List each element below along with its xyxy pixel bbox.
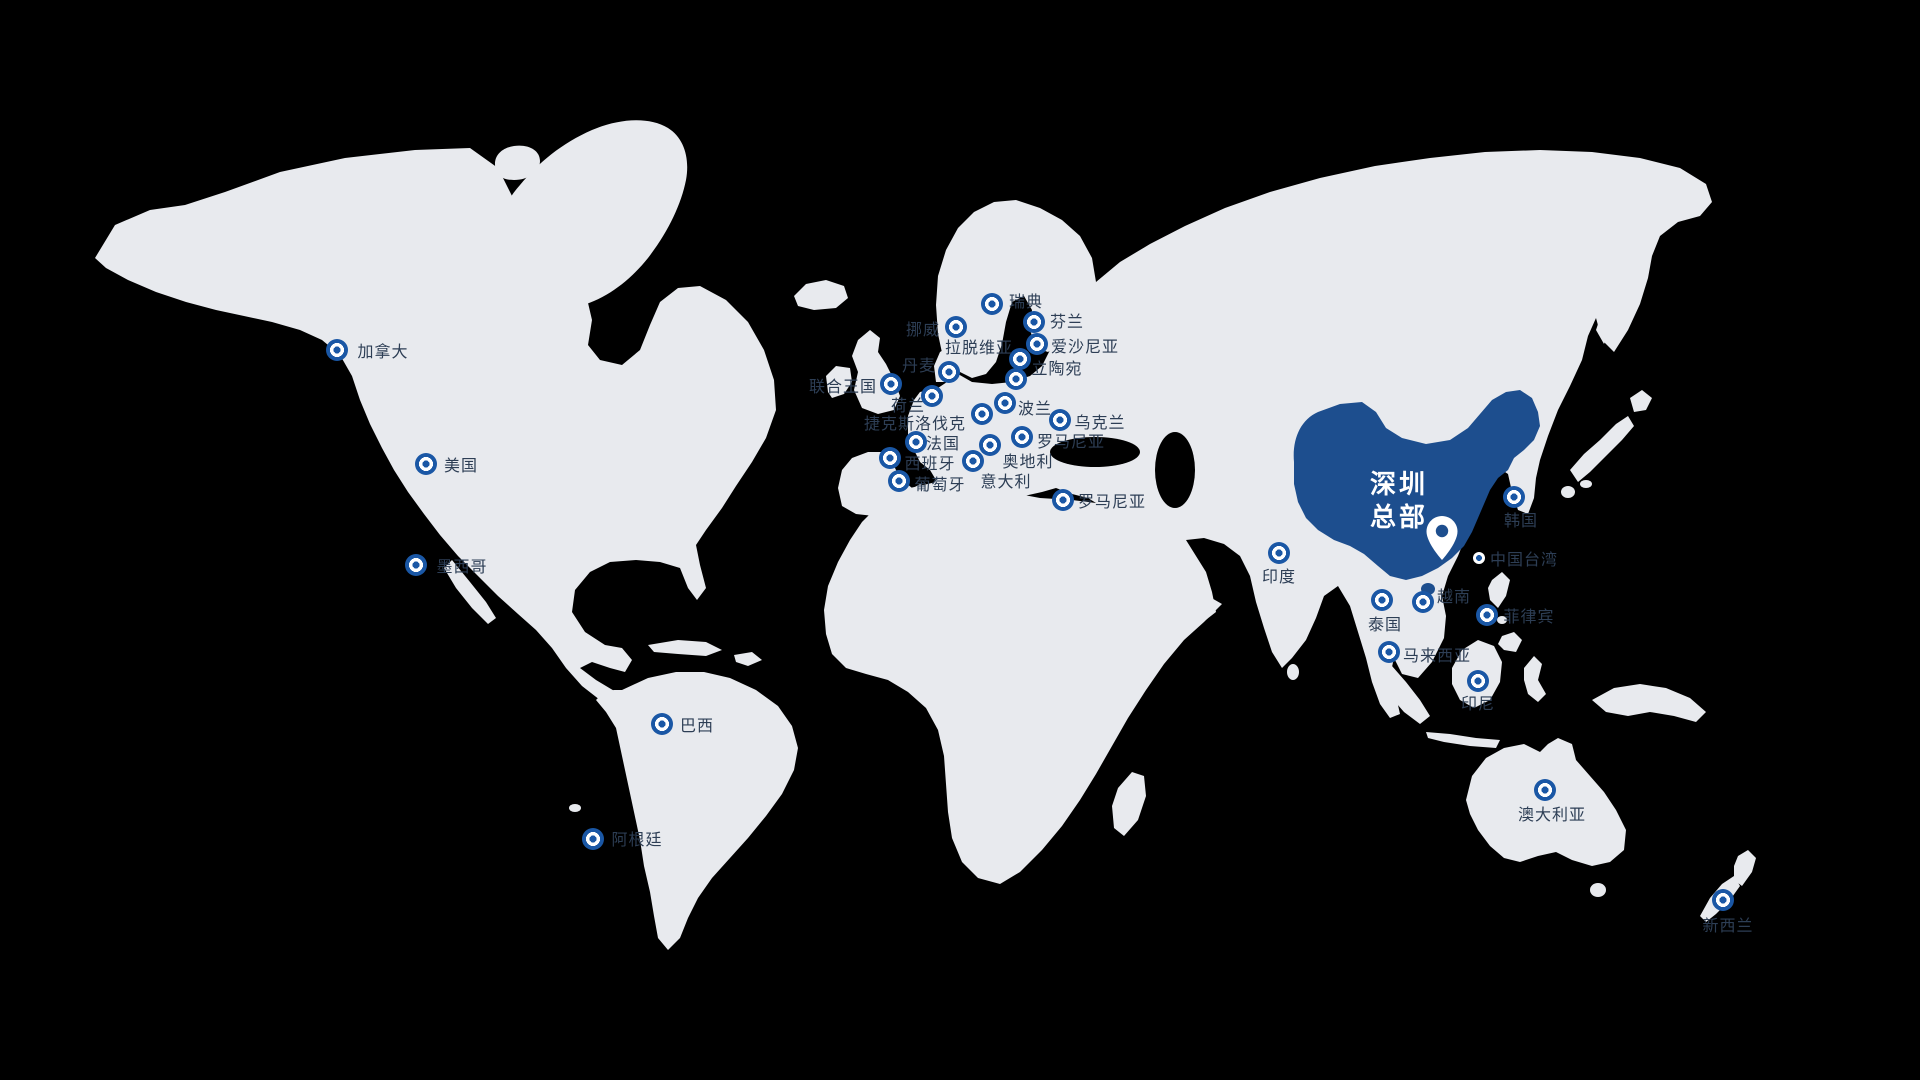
landmass-japan xyxy=(1570,390,1652,482)
landmass-south-america xyxy=(596,672,798,950)
location-marker-denmark[interactable] xyxy=(938,361,960,383)
location-marker-thailand[interactable] xyxy=(1371,589,1393,611)
location-marker-latvia[interactable] xyxy=(1009,348,1031,370)
location-marker-new-zealand[interactable] xyxy=(1712,889,1734,911)
landmass-british-isles xyxy=(826,330,900,414)
location-label-indonesia: 印尼 xyxy=(1460,696,1496,713)
location-label-denmark: 丹麦 xyxy=(901,358,937,375)
landmass-africa xyxy=(824,480,1222,884)
headquarters-label-line1: 深圳 xyxy=(1369,469,1429,499)
location-marker-portugal[interactable] xyxy=(888,470,910,492)
location-label-argentina: 阿根廷 xyxy=(611,832,663,849)
location-marker-norway[interactable] xyxy=(945,316,967,338)
location-label-new-zealand: 新西兰 xyxy=(1702,918,1754,935)
landmass-sri-lanka xyxy=(1287,664,1299,680)
landmass-kyushu xyxy=(1561,486,1575,498)
location-label-france: 法国 xyxy=(925,436,961,453)
location-marker-spain[interactable] xyxy=(879,447,901,469)
location-label-latvia: 拉脱维亚 xyxy=(944,340,1014,357)
location-label-ukraine: 乌克兰 xyxy=(1074,415,1126,432)
landmass-eurasia xyxy=(838,150,1712,718)
location-marker-australia[interactable] xyxy=(1534,779,1556,801)
location-label-brazil: 巴西 xyxy=(679,718,715,735)
location-label-austria: 奥地利 xyxy=(1002,454,1054,471)
location-label-estonia: 爱沙尼亚 xyxy=(1050,339,1120,356)
location-marker-united-kingdom[interactable] xyxy=(880,373,902,395)
location-marker-india[interactable] xyxy=(1268,542,1290,564)
landmass-philippines xyxy=(1488,572,1522,652)
location-label-philippines: 菲律宾 xyxy=(1503,609,1555,626)
location-marker-lithuania[interactable] xyxy=(1005,368,1027,390)
landmass-visayas xyxy=(1497,616,1507,624)
location-label-taiwan-china: 中国台湾 xyxy=(1489,552,1559,569)
location-label-usa: 美国 xyxy=(443,458,479,475)
location-label-canada: 加拿大 xyxy=(357,344,409,361)
location-marker-mexico[interactable] xyxy=(405,554,427,576)
location-label-poland: 波兰 xyxy=(1017,401,1053,418)
landmass-iceland xyxy=(794,280,848,310)
location-label-netherlands: 荷兰 xyxy=(890,398,926,415)
location-marker-indonesia[interactable] xyxy=(1467,670,1489,692)
location-label-czechoslovakia: 捷克斯洛伐克 xyxy=(863,416,967,433)
location-marker-malaysia[interactable] xyxy=(1378,641,1400,663)
landmass-sakhalin xyxy=(1596,286,1618,344)
location-marker-argentina[interactable] xyxy=(582,828,604,850)
location-marker-czechoslovakia[interactable] xyxy=(971,403,993,425)
location-marker-canada[interactable] xyxy=(326,339,348,361)
location-label-lithuania: 立陶宛 xyxy=(1031,361,1083,378)
location-marker-estonia[interactable] xyxy=(1026,333,1048,355)
location-marker-ukraine[interactable] xyxy=(1049,409,1071,431)
location-marker-philippines[interactable] xyxy=(1476,604,1498,626)
location-marker-france[interactable] xyxy=(905,431,927,453)
location-label-norway: 挪威 xyxy=(905,322,941,339)
location-label-spain: 西班牙 xyxy=(904,456,956,473)
landmass-australia xyxy=(1466,738,1626,866)
location-label-portugal: 葡萄牙 xyxy=(914,477,966,494)
location-marker-vietnam[interactable] xyxy=(1412,591,1434,613)
location-label-india: 印度 xyxy=(1261,569,1297,586)
landmass-falkland xyxy=(569,804,581,812)
landmass-china-highlight[interactable] xyxy=(1293,390,1540,580)
location-marker-netherlands[interactable] xyxy=(921,385,943,407)
location-label-australia: 澳大利亚 xyxy=(1517,807,1587,824)
landmass-shikoku xyxy=(1580,480,1592,488)
location-label-south-korea: 韩国 xyxy=(1503,513,1539,530)
location-marker-south-korea[interactable] xyxy=(1503,486,1525,508)
location-marker-italy[interactable] xyxy=(962,450,984,472)
location-label-sweden: 瑞典 xyxy=(1008,294,1044,311)
landmass-madagascar xyxy=(1112,772,1146,836)
location-label-finland: 芬兰 xyxy=(1049,314,1085,331)
landmass-north-america xyxy=(95,148,776,722)
headquarters-label-line2: 总部 xyxy=(1369,502,1429,532)
black-sea xyxy=(1050,437,1140,467)
headquarters-label: 深圳 总部 xyxy=(1370,468,1428,534)
location-marker-romania-north[interactable] xyxy=(1011,426,1033,448)
headquarters-pin-icon[interactable] xyxy=(1426,516,1458,560)
location-marker-usa[interactable] xyxy=(415,453,437,475)
landmass-scandinavia xyxy=(936,200,1096,378)
location-label-romania-north: 罗马尼亚 xyxy=(1036,434,1106,451)
location-marker-sweden[interactable] xyxy=(981,293,1003,315)
location-marker-finland[interactable] xyxy=(1023,311,1045,333)
location-label-united-kingdom: 联合王国 xyxy=(808,379,878,396)
location-marker-poland[interactable] xyxy=(994,392,1016,414)
location-label-malaysia: 马来西亚 xyxy=(1402,648,1472,665)
location-label-romania-south: 罗马尼亚 xyxy=(1077,494,1147,511)
location-label-italy: 意大利 xyxy=(980,474,1032,491)
landmass-tasmania xyxy=(1590,883,1606,897)
caspian-sea xyxy=(1155,432,1195,508)
landmass-indonesia xyxy=(1372,640,1706,748)
location-label-vietnam: 越南 xyxy=(1436,589,1472,606)
location-marker-austria[interactable] xyxy=(979,434,1001,456)
location-marker-romania-south[interactable] xyxy=(1052,489,1074,511)
location-marker-brazil[interactable] xyxy=(651,713,673,735)
landmass-caribbean xyxy=(648,640,762,666)
location-label-thailand: 泰国 xyxy=(1367,617,1403,634)
location-marker-taiwan-china[interactable] xyxy=(1473,552,1485,564)
location-label-mexico: 墨西哥 xyxy=(436,559,488,576)
